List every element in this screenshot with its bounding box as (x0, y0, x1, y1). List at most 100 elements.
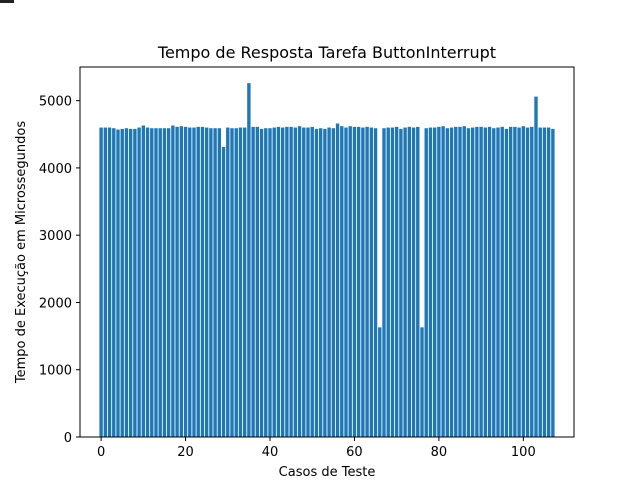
bar-56 (335, 123, 340, 437)
bar-102 (530, 126, 534, 438)
bar-38 (259, 128, 264, 437)
bar-58 (344, 127, 348, 438)
bar-1 (103, 127, 108, 438)
x-tick-label: 20 (177, 445, 194, 460)
x-tick-label: 0 (97, 445, 105, 460)
bar-73 (407, 126, 412, 438)
bar-34 (242, 127, 247, 438)
bar-11 (145, 127, 150, 438)
x-axis-label: Casos de Teste (279, 465, 376, 480)
bar-54 (327, 127, 331, 438)
y-tick-label: 4000 (39, 162, 72, 177)
bar-67 (382, 128, 386, 437)
bar-98 (513, 126, 517, 438)
bar-81 (441, 126, 445, 437)
bar-57 (340, 126, 344, 437)
bar-32 (234, 128, 238, 437)
x-tick-label: 100 (511, 445, 536, 460)
bar-30 (226, 127, 230, 438)
bar-26 (209, 128, 213, 437)
bar-7 (128, 128, 133, 437)
bar-28 (217, 128, 222, 437)
bar-4 (116, 129, 120, 437)
bar-64 (369, 127, 374, 438)
bar-99 (517, 127, 521, 438)
bar-40 (268, 128, 272, 437)
bar-100 (521, 126, 526, 437)
y-tick-label: 0 (64, 431, 72, 446)
bar-69 (390, 127, 395, 438)
bar-2 (107, 127, 112, 438)
bar-79 (432, 127, 437, 438)
x-ticks: 0 20 40 60 80 100 (97, 437, 536, 460)
y-tick-label: 1000 (39, 364, 72, 379)
bar-96 (504, 128, 509, 437)
bar-80 (437, 126, 441, 438)
window-corner-mark (0, 0, 14, 3)
bar-88 (470, 127, 475, 438)
bar-23 (196, 126, 200, 438)
bar-27 (213, 128, 217, 437)
bar-71 (399, 128, 403, 437)
bar-24 (200, 126, 205, 438)
x-tick-label: 80 (431, 445, 448, 460)
bar-10 (141, 125, 146, 437)
bar-6 (124, 128, 129, 437)
bar-22 (192, 127, 196, 438)
bar-33 (238, 127, 243, 438)
bar-47 (297, 126, 302, 437)
bar-82 (445, 128, 450, 437)
bar-68 (386, 127, 390, 438)
bar-60 (352, 126, 357, 438)
bar-78 (428, 127, 433, 438)
bar-49 (306, 127, 310, 438)
bar-86 (462, 126, 466, 437)
bar-36 (251, 126, 255, 438)
bar-12 (150, 128, 154, 437)
bar-29 (221, 147, 226, 438)
bar-19 (179, 126, 184, 437)
bar-91 (483, 127, 488, 438)
bar-89 (475, 126, 479, 438)
bar-65 (373, 128, 378, 437)
bar-101 (525, 127, 530, 438)
bar-48 (302, 127, 306, 438)
bar-90 (479, 126, 483, 438)
bar-18 (175, 126, 179, 438)
bar-53 (323, 128, 327, 437)
bar-63 (365, 126, 369, 438)
plot-frame (79, 66, 575, 438)
y-tick-label: 3000 (39, 229, 72, 244)
bar-66 (378, 327, 382, 437)
bar-92 (487, 126, 492, 438)
bar-20 (183, 126, 188, 438)
bar-93 (492, 128, 496, 437)
bar-87 (466, 128, 471, 437)
bar-35 (247, 83, 251, 438)
y-ticks: 0 1000 2000 3000 4000 5000 (39, 95, 80, 446)
bar-15 (162, 128, 167, 437)
bar-52 (318, 128, 323, 437)
bar-83 (449, 127, 454, 438)
bar-37 (255, 126, 260, 438)
bar-16 (166, 128, 171, 437)
y-tick-label: 5000 (39, 95, 72, 110)
bar-62 (361, 127, 365, 438)
bar-84 (454, 126, 458, 438)
bar-44 (285, 126, 289, 438)
bar-85 (458, 126, 462, 438)
bar-39 (264, 128, 268, 437)
bar-43 (280, 127, 285, 438)
bar-59 (348, 126, 352, 437)
bar-25 (204, 127, 209, 438)
bar-74 (411, 127, 416, 438)
bar-31 (230, 128, 234, 437)
bar-95 (500, 126, 504, 438)
bar-72 (403, 127, 407, 438)
bar-3 (112, 128, 116, 437)
bar-5 (120, 128, 124, 437)
bar-61 (356, 126, 361, 438)
x-tick-label: 40 (262, 445, 279, 460)
bar-50 (310, 126, 314, 438)
